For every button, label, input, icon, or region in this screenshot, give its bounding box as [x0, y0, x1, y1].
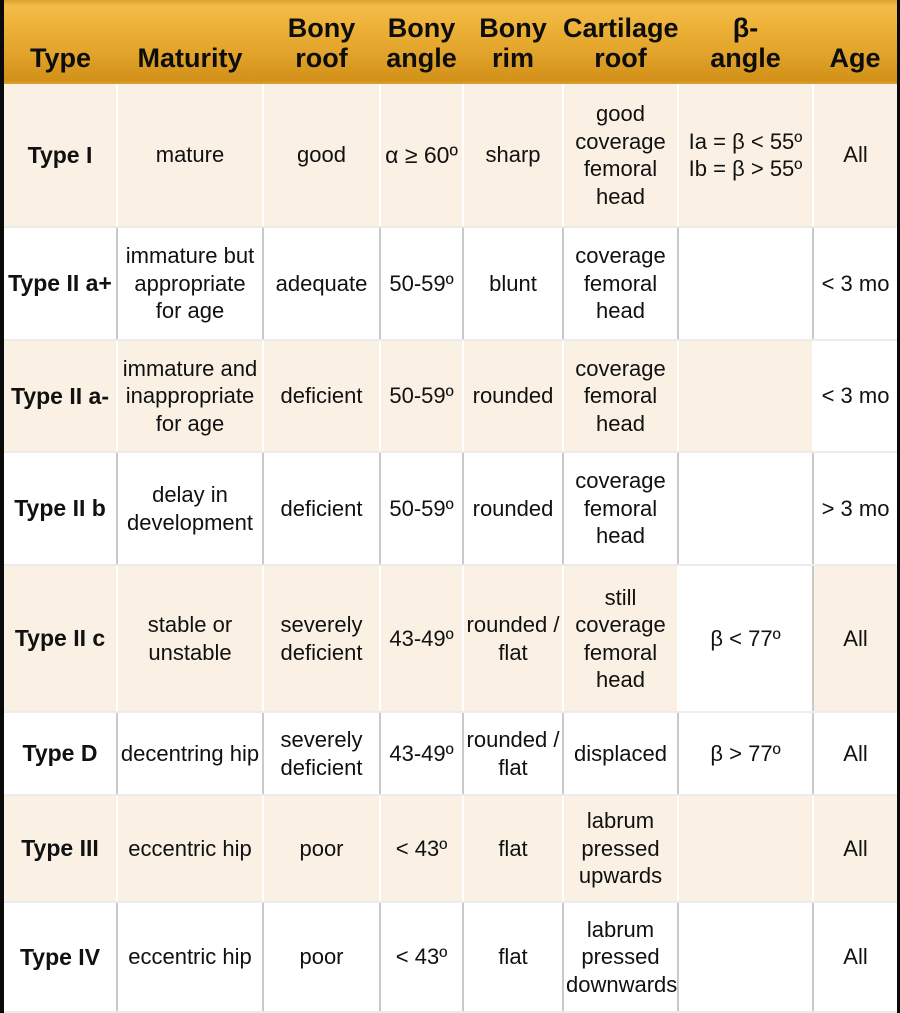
row-type-label: Type II b [4, 452, 118, 566]
cell-bony-roof: deficient [263, 340, 381, 453]
table-row-type-d: Type D decentring hip severely deficient… [4, 712, 897, 796]
cell-bony-roof: poor [263, 795, 381, 903]
cell-maturity: stable or unstable [117, 565, 264, 713]
column-header-bony-rim: Bony rim [463, 0, 563, 84]
cell-age: All [813, 712, 897, 796]
cell-cartilage-roof: coverage femoral head [563, 227, 679, 341]
cell-cartilage-roof: displaced [563, 712, 679, 796]
cell-bony-rim: flat [463, 795, 564, 903]
cell-bony-roof: poor [263, 902, 381, 1013]
cell-cartilage-roof: good coverage femoral head [563, 84, 679, 228]
table-row-type-1: Type I mature good α ≥ 60º sharp good co… [4, 84, 897, 228]
row-type-label: Type II c [4, 565, 118, 713]
cell-cartilage-roof: coverage femoral head [563, 340, 679, 453]
cell-bony-roof: severely deficient [263, 712, 381, 796]
cell-bony-rim: rounded [463, 452, 564, 566]
column-header-age: Age [813, 0, 897, 84]
cell-beta-angle: β > 77º [678, 712, 814, 796]
cell-beta-angle [678, 452, 814, 566]
cell-bony-roof: deficient [263, 452, 381, 566]
cell-maturity: delay in development [117, 452, 264, 566]
cell-maturity: decentring hip [117, 712, 264, 796]
table-row-type-4: Type IV eccentric hip poor < 43º flat la… [4, 902, 897, 1013]
cell-cartilage-roof: labrum pressed upwards [563, 795, 679, 903]
cell-bony-roof: severely deficient [263, 565, 381, 713]
cell-beta-angle [678, 227, 814, 341]
column-header-maturity: Maturity [117, 0, 263, 84]
cell-maturity: immature but appropriate for age [117, 227, 264, 341]
cell-age: < 3 mo [813, 227, 897, 341]
table-row-type-3: Type III eccentric hip poor < 43º flat l… [4, 795, 897, 903]
cell-bony-angle: 50-59º [380, 227, 464, 341]
table-row-type-2a-plus: Type II a+ immature but appropriate for … [4, 227, 897, 341]
cell-bony-rim: blunt [463, 227, 564, 341]
cell-age: All [813, 795, 897, 903]
cell-bony-angle: 43-49º [380, 712, 464, 796]
cell-beta-angle: β < 77º [678, 565, 814, 713]
cell-bony-angle: < 43º [380, 902, 464, 1013]
row-type-label: Type III [4, 795, 118, 903]
cell-maturity: eccentric hip [117, 795, 264, 903]
cell-bony-angle: α ≥ 60º [380, 84, 464, 228]
cell-beta-angle [678, 902, 814, 1013]
cell-bony-angle: 43-49º [380, 565, 464, 713]
cell-age: All [813, 565, 897, 713]
cell-cartilage-roof: labrum pressed downwards [563, 902, 679, 1013]
row-type-label: Type D [4, 712, 118, 796]
cell-bony-roof: adequate [263, 227, 381, 341]
row-type-label: Type II a+ [4, 227, 118, 341]
table-row-type-2a-minus: Type II a- immature and inappropriate fo… [4, 340, 897, 453]
cell-maturity: mature [117, 84, 264, 228]
cell-bony-rim: flat [463, 902, 564, 1013]
row-type-label: Type II a- [4, 340, 118, 453]
cell-age: All [813, 84, 897, 228]
column-header-cartilage-roof: Cartilage roof [563, 0, 679, 84]
cell-cartilage-roof: coverage femoral head [563, 452, 679, 566]
cell-age: All [813, 902, 897, 1013]
column-header-beta-angle: β- angle [678, 0, 813, 84]
cell-bony-angle: 50-59º [380, 452, 464, 566]
cell-cartilage-roof: still coverage femoral head [563, 565, 679, 713]
cell-bony-rim: rounded [463, 340, 564, 453]
header-row: Type Maturity Bony roof Bony angle Bony … [4, 0, 897, 84]
graf-classification-table: Type Maturity Bony roof Bony angle Bony … [4, 0, 897, 1013]
cell-beta-angle [678, 795, 814, 903]
cell-maturity: immature and inappropriate for age [117, 340, 264, 453]
column-header-type: Type [4, 0, 117, 84]
cell-maturity: eccentric hip [117, 902, 264, 1013]
column-header-bony-angle: Bony angle [380, 0, 463, 84]
row-type-label: Type IV [4, 902, 118, 1013]
cell-bony-angle: 50-59º [380, 340, 464, 453]
column-header-bony-roof: Bony roof [263, 0, 380, 84]
cell-bony-roof: good [263, 84, 381, 228]
cell-bony-rim: rounded / flat [463, 565, 564, 713]
cell-bony-rim: rounded / flat [463, 712, 564, 796]
table-row-type-2c: Type II c stable or unstable severely de… [4, 565, 897, 713]
cell-bony-angle: < 43º [380, 795, 464, 903]
cell-bony-rim: sharp [463, 84, 564, 228]
row-type-label: Type I [4, 84, 118, 228]
cell-age: < 3 mo [813, 340, 897, 453]
cell-beta-angle: Ia = β < 55º Ib = β > 55º [678, 84, 814, 228]
cell-age: > 3 mo [813, 452, 897, 566]
cell-beta-angle [678, 340, 814, 453]
table-row-type-2b: Type II b delay in development deficient… [4, 452, 897, 566]
